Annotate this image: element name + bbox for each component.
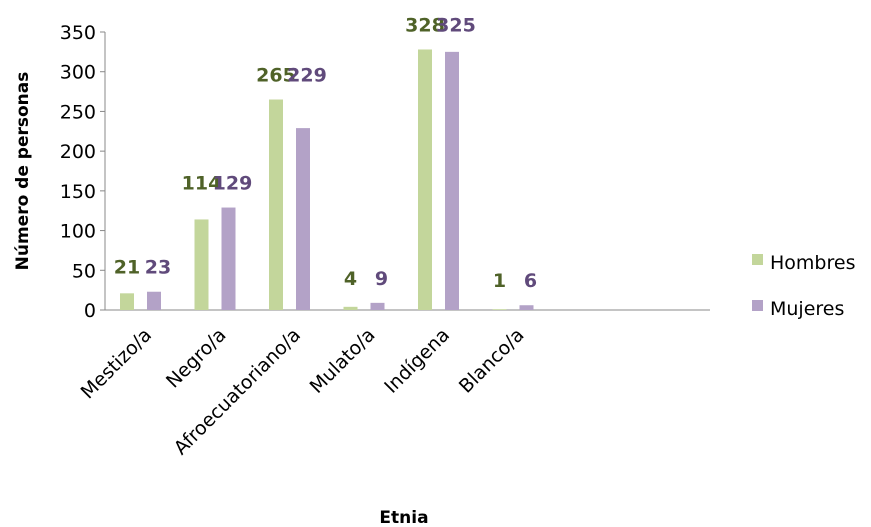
bar-mujeres xyxy=(296,128,310,310)
y-tick-label: 300 xyxy=(60,62,96,84)
bar-mujeres xyxy=(445,51,459,310)
legend-label-mujeres: Mujeres xyxy=(770,298,844,320)
data-label-mujeres: 129 xyxy=(213,173,253,195)
y-tick-label: 200 xyxy=(60,141,96,163)
bar-hombres xyxy=(194,219,209,310)
legend-swatch-mujeres xyxy=(752,300,763,311)
data-label-mujeres: 325 xyxy=(436,14,476,36)
bar-mujeres xyxy=(370,302,385,310)
data-label-hombres: 265 xyxy=(256,65,296,87)
x-tick-label: Indígena xyxy=(380,324,454,398)
y-tick-label: 50 xyxy=(72,260,96,282)
bar-mujeres xyxy=(519,305,534,310)
y-tick-label: 250 xyxy=(60,101,96,123)
bar-hombres xyxy=(120,293,134,310)
x-axis-title: Etnia xyxy=(379,508,428,527)
plot-area: 0 50 100 150 200 250 300 350 21 23 Mestizo/a 114129… xyxy=(60,14,710,459)
bar-mujeres xyxy=(221,207,236,310)
x-tick-label: Blanco/a xyxy=(455,324,529,398)
data-label-mujeres: 229 xyxy=(287,65,327,87)
y-axis-title: Número de personas xyxy=(13,72,33,271)
data-label-mujeres: 9 xyxy=(375,268,388,290)
legend-label-hombres: Hombres xyxy=(770,252,855,274)
y-tick-label: 150 xyxy=(60,181,96,203)
data-label-hombres: 1 xyxy=(493,270,506,292)
data-label-hombres: 114 xyxy=(182,173,222,195)
data-label-hombres: 328 xyxy=(405,14,445,36)
data-label-mujeres: 6 xyxy=(524,270,537,292)
y-tick-label: 350 xyxy=(60,22,96,44)
legend-swatch-hombres xyxy=(752,254,763,265)
legend: Hombres Mujeres xyxy=(752,252,855,320)
data-label-hombres: 4 xyxy=(344,268,357,290)
data-label-mujeres: 23 xyxy=(145,257,171,279)
bar-hombres xyxy=(492,309,507,310)
y-tick-label: 100 xyxy=(60,221,96,243)
x-tick-label: Negro/a xyxy=(162,324,231,393)
bar-hombres xyxy=(343,306,358,310)
x-tick-label: Mestizo/a xyxy=(77,324,156,403)
bar-hombres xyxy=(269,99,283,310)
bar-hombres xyxy=(418,49,432,311)
bar-mujeres xyxy=(147,291,161,310)
x-tick-label: Afroecuatoriano/a xyxy=(170,324,305,459)
y-tick-label: 0 xyxy=(84,300,96,322)
x-tick-label: Mulato/a xyxy=(306,324,380,398)
data-label-hombres: 21 xyxy=(114,257,140,279)
